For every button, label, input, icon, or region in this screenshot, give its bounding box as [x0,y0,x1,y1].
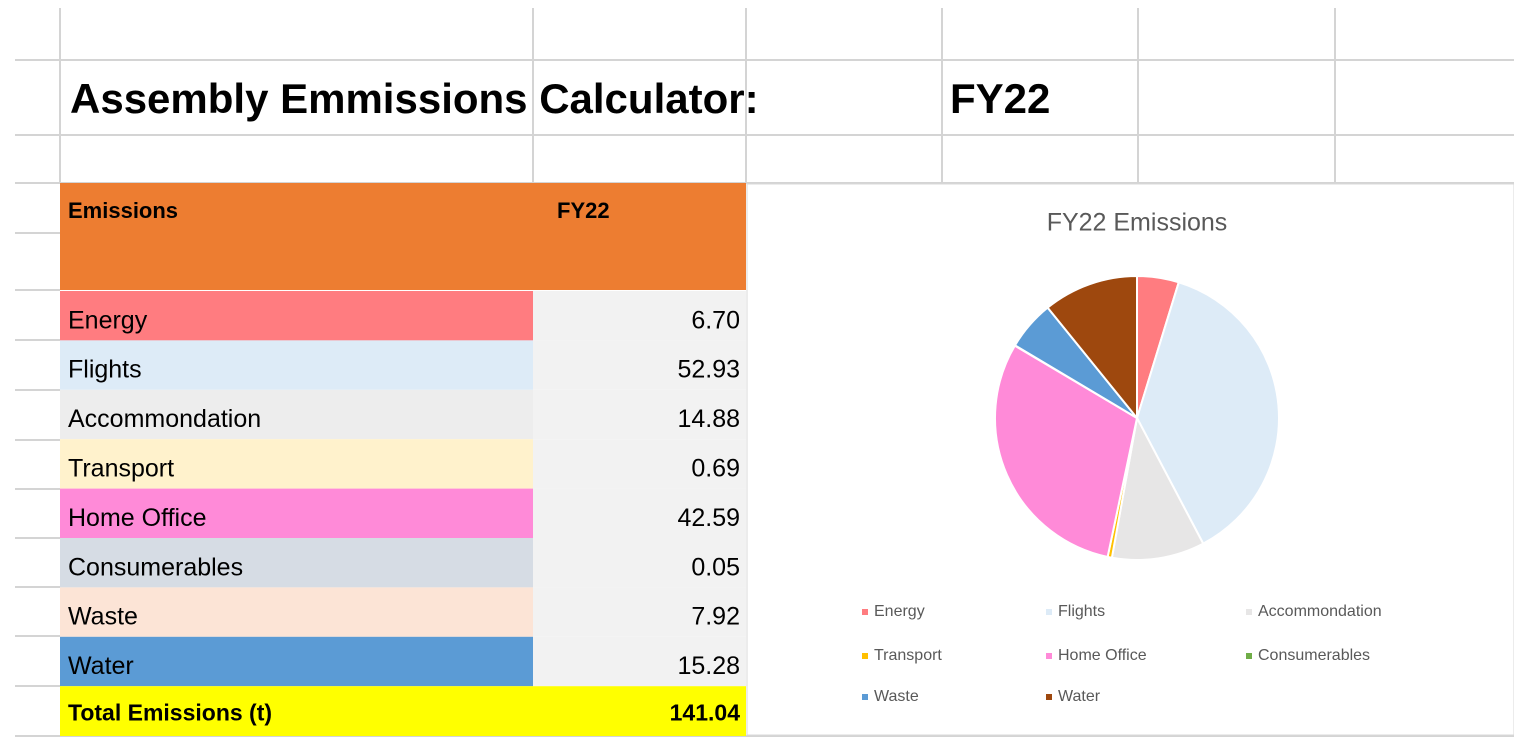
pie-slice [1046,274,1138,421]
row-value: 7.92 [691,603,740,631]
row-value: 52.93 [677,356,740,384]
total-cell [60,686,746,736]
value-cell [533,587,746,637]
row-value: 14.88 [677,405,740,433]
header-label: Emissions [68,198,178,223]
legend-label: Consumerables [1258,647,1370,664]
value-cell [533,291,746,341]
legend-swatch [1246,653,1252,659]
value-cell [533,538,746,588]
legend-swatch [862,694,868,700]
row-label: Transport [68,455,174,483]
value-cell [533,439,746,489]
row-value: 0.05 [691,553,740,581]
value-cell [533,636,746,687]
value-cell [533,340,746,390]
label-cell [60,340,533,390]
label-cell [60,439,533,489]
row-value: 42.59 [677,504,740,532]
chart-title: FY22 Emissions [1047,209,1228,237]
label-cell [60,636,533,687]
row-label: Consumerables [68,553,243,581]
row-label: Energy [68,306,148,334]
legend-swatch [862,609,868,615]
row-value: 0.69 [691,455,740,483]
value-cell [533,389,746,440]
label-cell [60,538,533,588]
label-cell [60,389,533,440]
row-value: 15.28 [677,652,740,680]
row-label: Water [68,652,134,680]
legend-label: Water [1058,688,1101,705]
total-label: Total Emissions (t) [68,699,272,725]
legend-label: Home Office [1058,647,1147,664]
legend-swatch [1246,609,1252,615]
legend-label: Energy [874,603,925,620]
legend-label: Accommondation [1258,603,1382,620]
legend-swatch [1046,694,1052,700]
header-label: FY22 [557,198,610,223]
row-label: Home Office [68,504,206,532]
label-cell [60,587,533,637]
row-label: Flights [68,356,142,384]
label-cell [60,291,533,341]
legend-swatch [862,653,868,659]
legend-label: Waste [874,688,919,705]
legend-label: Transport [874,647,942,664]
total-value: 141.04 [670,699,741,725]
legend-label: Flights [1058,603,1105,620]
value-cell [533,488,746,538]
pie-slice [994,344,1139,559]
row-value: 6.70 [691,306,740,334]
pie-slice [1135,281,1280,545]
header-cell [60,183,746,290]
legend-swatch [1046,609,1052,615]
legend-swatch [1046,653,1052,659]
label-cell [60,488,533,538]
row-label: Waste [68,603,138,631]
sheet-period: FY22 [950,75,1050,122]
pie-slice [1110,414,1205,561]
sheet-title: Assembly Emmissions Calculator: [70,75,759,122]
row-label: Accommondation [68,405,261,433]
